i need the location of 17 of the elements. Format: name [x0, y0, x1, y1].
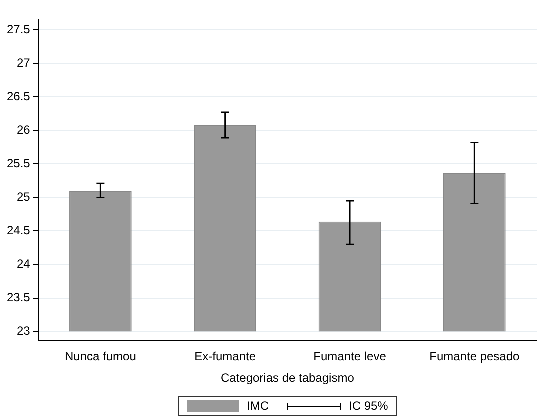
- x-tick-label: Fumante pesado: [430, 350, 520, 364]
- y-tick-label: 27: [16, 56, 31, 70]
- y-tick-label: 24: [16, 257, 31, 272]
- y-tick-label: 25: [16, 190, 31, 204]
- legend-label: IMC: [247, 399, 269, 413]
- y-tick-label: 26.5: [6, 89, 31, 104]
- y-tick-label: 25.5: [6, 156, 31, 170]
- y-tick-label: 23: [16, 324, 31, 338]
- y-tick-label: 26: [16, 122, 31, 137]
- y-tick-label: 24.5: [6, 224, 31, 238]
- x-tick-label: Fumante leve: [314, 350, 387, 364]
- text: IC 95%: [349, 399, 388, 413]
- x-tick-label: Nunca fumou: [65, 350, 136, 364]
- x-tick-label: Ex-fumante: [194, 350, 256, 364]
- x-axis-title: Categorias de tabagismo: [220, 371, 355, 386]
- y-tick-label: 23.5: [6, 290, 31, 305]
- y-tick-label: 27.5: [6, 22, 31, 36]
